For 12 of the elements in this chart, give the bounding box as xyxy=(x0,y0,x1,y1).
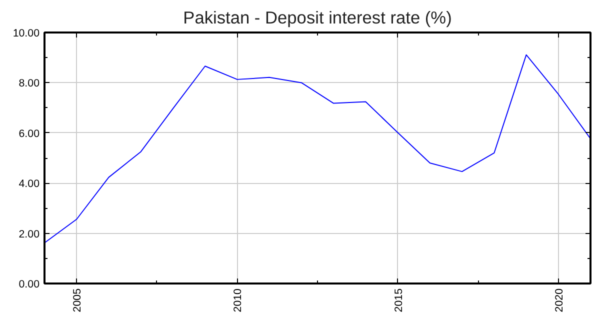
y-tick-label: 4.00 xyxy=(18,178,40,190)
x-tick-label: 2005 xyxy=(72,288,84,312)
y-tick-label: 6.00 xyxy=(18,128,40,140)
line-series xyxy=(44,54,590,244)
chart-title: Pakistan - Deposit interest rate (%) xyxy=(183,8,452,28)
y-tick-label: 0.00 xyxy=(18,278,40,290)
x-tick-label: 2020 xyxy=(553,288,566,312)
y-tick-label: 8.00 xyxy=(18,78,40,90)
y-tick-label: 10.00 xyxy=(12,28,40,40)
x-tick-label: 2015 xyxy=(392,288,405,312)
y-tick-label: 2.00 xyxy=(18,228,40,240)
x-tick-label: 2010 xyxy=(232,288,244,312)
